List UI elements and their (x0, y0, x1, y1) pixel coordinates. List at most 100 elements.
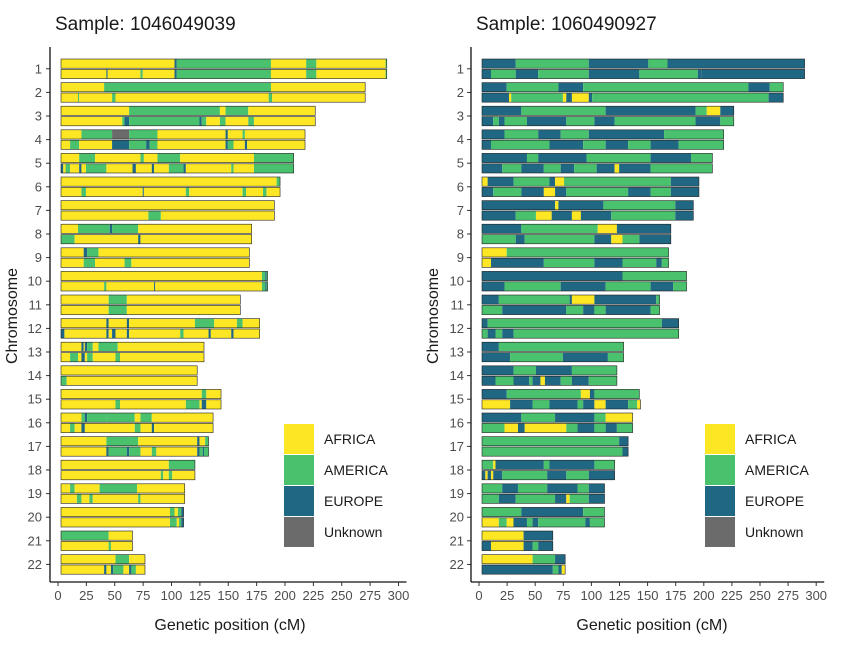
ancestry-segment (233, 329, 260, 339)
ancestry-segment (511, 93, 563, 103)
ancestry-segment (124, 258, 132, 268)
haplotype-outline (60, 318, 260, 329)
haplotype-outline (60, 58, 388, 69)
ancestry-segment (482, 59, 516, 69)
ancestry-segment (78, 352, 82, 362)
ancestry-segment (61, 129, 82, 139)
ancestry-segment (515, 211, 536, 221)
ancestry-segment (79, 153, 96, 163)
haplotype-outline (60, 105, 316, 116)
ancestry-segment (248, 106, 316, 116)
ancestry-segment (199, 447, 203, 457)
ancestry-segment (61, 436, 107, 446)
ancestry-segment (482, 507, 522, 517)
haplotype-bar-chr2-hap1 (481, 82, 784, 93)
ancestry-segment (156, 447, 198, 457)
ancestry-segment (594, 399, 606, 409)
ancestry-segment (678, 140, 724, 150)
ancestry-segment (199, 399, 202, 409)
ancestry-segment (253, 116, 316, 126)
haplotype-bar-chr1-hap1 (481, 58, 805, 69)
ancestry-segment (92, 342, 99, 352)
ancestry-segment (270, 59, 307, 69)
ancestry-segment (95, 258, 125, 268)
ancestry-segment (61, 329, 65, 339)
ancestry-segment (650, 305, 660, 315)
ancestry-segment (695, 106, 707, 116)
ancestry-segment (225, 140, 228, 150)
ancestry-segment (603, 200, 676, 210)
ancestry-segment (768, 93, 784, 103)
ancestry-segment (720, 106, 734, 116)
chromosome-tick-label: 16 (28, 415, 42, 430)
ancestry-segment (108, 318, 127, 328)
ancestry-segment (585, 517, 590, 527)
legend-label: AFRICA (324, 431, 376, 447)
ancestry-segment (493, 460, 496, 470)
ancestry-segment (701, 69, 805, 79)
chromosome-tick-label: 11 (451, 297, 465, 312)
chromosome-tick-label: 2 (35, 85, 42, 100)
ancestry-segment (138, 436, 198, 446)
ancestry-segment (106, 318, 109, 328)
legend: AFRICA AMERICA EUROPE Unknown (705, 424, 809, 547)
ancestry-segment (253, 153, 294, 163)
ancestry-segment (502, 483, 518, 493)
ancestry-segment (482, 93, 509, 103)
haplotype-bar-chr21-hap1 (481, 530, 554, 541)
chromosome-tick-label: 17 (28, 439, 42, 454)
haplotype-outline (60, 69, 388, 79)
ancestry-segment (594, 305, 606, 315)
ancestry-segment (498, 342, 624, 352)
ancestry-segment (168, 163, 184, 173)
ancestry-segment (504, 423, 518, 433)
chromosome-tick-label: 7 (35, 203, 42, 218)
haplotype-outline (60, 247, 250, 258)
ancestry-segment (482, 116, 494, 126)
ancestry-segment (487, 329, 496, 339)
haplotype-outline (481, 187, 700, 197)
x-tick-label: 75 (556, 588, 570, 603)
chromosome-tick-label: 14 (450, 368, 464, 383)
haplotype-outline (481, 318, 679, 329)
ancestry-segment (675, 211, 694, 221)
legend-label: Unknown (324, 524, 382, 540)
x-tick-label: 125 (189, 588, 211, 603)
ancestry-segment (84, 413, 88, 423)
ancestry-segment (61, 224, 79, 234)
ancestry-segment (607, 352, 624, 362)
haplotype-outline (60, 375, 198, 386)
ancestry-segment (95, 153, 141, 163)
ancestry-segment (87, 352, 93, 362)
haplotype-bar-chr19-hap1 (60, 483, 186, 494)
ancestry-segment (571, 376, 589, 386)
haplotype-bar-chr14-hap1 (481, 365, 618, 376)
ancestry-segment (276, 177, 281, 187)
haplotype-bar-chr20-hap1 (60, 507, 184, 517)
ancestry-segment (92, 494, 139, 504)
haplotype-outline (481, 459, 615, 470)
ancestry-segment (81, 342, 84, 352)
ancestry-segment (316, 59, 386, 69)
ancestry-segment (540, 376, 545, 386)
legend: AFRICA AMERICA EUROPE Unknown (284, 424, 388, 547)
ancestry-segment (504, 281, 561, 291)
haplotype-outline (481, 116, 735, 127)
ancestry-segment (61, 281, 105, 291)
ancestry-segment (202, 447, 205, 457)
ancestry-segment (61, 271, 262, 281)
ancestry-segment (231, 163, 234, 173)
legend-swatch-europe (284, 486, 314, 516)
ancestry-segment (81, 494, 90, 504)
ancestry-segment (588, 93, 593, 103)
ancestry-segment (532, 554, 556, 564)
ancestry-segment (98, 247, 250, 257)
ancestry-segment (639, 234, 671, 244)
ancestry-segment (151, 163, 155, 173)
haplotype-bar-chr17-hap1 (481, 436, 629, 447)
ancestry-segment (233, 163, 254, 173)
ancestry-segment (61, 376, 67, 386)
ancestry-segment (78, 93, 80, 103)
ancestry-segment (588, 376, 617, 386)
